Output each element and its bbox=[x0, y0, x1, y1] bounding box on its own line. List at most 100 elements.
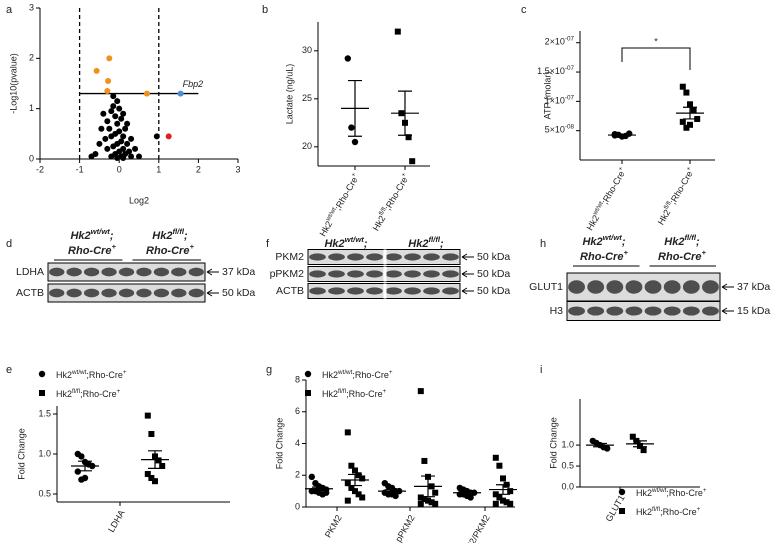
point bbox=[114, 154, 121, 161]
y-tick-label: 1 bbox=[29, 103, 34, 113]
blot-band bbox=[423, 253, 440, 261]
point bbox=[687, 101, 693, 108]
point bbox=[159, 463, 166, 469]
legend-marker bbox=[619, 508, 625, 514]
point bbox=[144, 412, 151, 419]
x-tick-label: Hk2fl/fl;Rho-Cre+ bbox=[370, 171, 412, 233]
point bbox=[679, 118, 686, 125]
point bbox=[432, 500, 439, 507]
blot-band bbox=[347, 253, 364, 261]
blot-band bbox=[423, 287, 440, 295]
point bbox=[323, 489, 330, 496]
blot-band bbox=[423, 270, 440, 278]
text-part: Hk2 bbox=[56, 370, 72, 380]
point bbox=[110, 103, 117, 110]
text-part: Hk2 bbox=[636, 507, 652, 517]
point bbox=[98, 125, 105, 132]
blot-band bbox=[118, 288, 135, 298]
superscript: -07 bbox=[565, 95, 575, 102]
blot-band bbox=[366, 287, 383, 295]
size-label: 37 kDa bbox=[222, 266, 255, 278]
point bbox=[122, 125, 129, 132]
superscript: wt/wt bbox=[651, 487, 667, 494]
point bbox=[344, 55, 351, 62]
x-tick-label: 2 bbox=[196, 164, 201, 174]
y-tick-label: 2 bbox=[29, 53, 34, 63]
panel-letter: e bbox=[6, 364, 12, 376]
point bbox=[114, 98, 121, 105]
legend-label: Hk2wt/wt;Rho-Cre+ bbox=[322, 369, 393, 380]
blot-band bbox=[309, 270, 326, 278]
point bbox=[128, 135, 135, 142]
point bbox=[104, 88, 111, 95]
panel-letter: i bbox=[540, 364, 542, 376]
blot-band bbox=[49, 267, 65, 277]
blot-band bbox=[587, 280, 605, 294]
blot-band bbox=[644, 306, 662, 316]
error-bar bbox=[348, 473, 362, 487]
superscript: fl/fl bbox=[684, 233, 696, 242]
x-tick-label: 3 bbox=[235, 164, 240, 174]
blot-band bbox=[663, 280, 681, 294]
text-part: Hk2 bbox=[582, 236, 602, 248]
group-header: Rho-Cre+ bbox=[146, 242, 194, 257]
y-axis-label: Lactate (ng/uL) bbox=[284, 64, 294, 125]
point bbox=[417, 500, 424, 507]
point bbox=[78, 453, 85, 460]
legend-label: Hk2wt/wt;Rho-Cre+ bbox=[56, 369, 127, 380]
y-tick-label: 0.0 bbox=[561, 481, 574, 491]
blot-band bbox=[404, 270, 421, 278]
text-part: Hk2 bbox=[56, 389, 72, 399]
point bbox=[100, 110, 107, 117]
blot-band bbox=[385, 287, 402, 295]
blot-band bbox=[568, 306, 585, 316]
text-part: Hk2 bbox=[152, 230, 172, 242]
y-tick-label: 25 bbox=[302, 93, 312, 103]
y-tick-label: 1.5 bbox=[38, 408, 51, 418]
group-header: Rho-Cre+ bbox=[68, 242, 116, 257]
point bbox=[394, 28, 401, 35]
size-arrow bbox=[461, 253, 474, 261]
point bbox=[104, 145, 111, 152]
point bbox=[88, 153, 95, 160]
superscript: wt/wt bbox=[91, 227, 111, 236]
text-part: Hk2 bbox=[70, 230, 90, 242]
point bbox=[359, 494, 366, 501]
text-part: ;Rho-Cre bbox=[352, 370, 389, 380]
error-bar bbox=[385, 489, 399, 494]
blot-band bbox=[153, 267, 170, 277]
superscript: + bbox=[685, 165, 693, 172]
group-header: Hk2wt/wt; bbox=[582, 233, 625, 248]
blot-band bbox=[682, 306, 700, 316]
point bbox=[153, 133, 160, 140]
blot-band bbox=[101, 267, 117, 277]
blot-band bbox=[385, 270, 402, 278]
blot-band bbox=[49, 288, 65, 298]
panel-letter: f bbox=[266, 238, 270, 250]
size-arrow bbox=[721, 283, 734, 291]
superscript: + bbox=[111, 242, 116, 251]
y-tick-label: 5×10-08 bbox=[545, 124, 575, 135]
legend-label: Hk2fl/fl;Rho-Cre+ bbox=[322, 388, 387, 399]
point bbox=[352, 467, 358, 474]
blot-band bbox=[328, 287, 345, 295]
blot-band bbox=[404, 287, 421, 295]
size-arrow bbox=[721, 307, 734, 315]
point bbox=[155, 457, 162, 464]
group-header: Hk2wt/wt; bbox=[70, 227, 113, 242]
error-bar bbox=[615, 133, 629, 137]
panel-letter: b bbox=[262, 4, 268, 16]
size-label: 50 kDa bbox=[477, 285, 510, 297]
size-label: 50 kDa bbox=[477, 251, 510, 263]
group-header: Hk2fl/fl; bbox=[408, 235, 444, 250]
y-axis-label: Fold Change bbox=[274, 418, 284, 470]
blot-band bbox=[366, 270, 383, 278]
point bbox=[683, 124, 690, 131]
y-tick-label: 6 bbox=[295, 406, 300, 416]
row-label: pPKM2 bbox=[270, 268, 305, 280]
y-tick-label: 0.5 bbox=[561, 460, 574, 470]
point bbox=[496, 494, 503, 501]
text-part: ; bbox=[364, 238, 368, 250]
row-label: LDHA bbox=[16, 266, 44, 278]
